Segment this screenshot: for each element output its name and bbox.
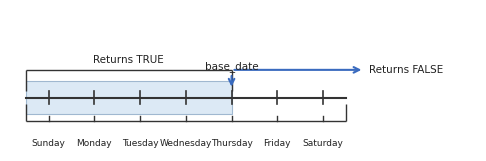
Text: Tuesday: Tuesday [122,139,158,148]
Text: Monday: Monday [76,139,112,148]
Text: Wednesday: Wednesday [159,139,212,148]
Text: base_date: base_date [205,61,259,71]
Text: Friday: Friday [263,139,291,148]
Text: Returns FALSE: Returns FALSE [369,65,443,75]
Text: Saturday: Saturday [303,139,344,148]
Text: Thursday: Thursday [210,139,253,148]
Bar [26,81,231,114]
Text: Sunday: Sunday [32,139,66,148]
Text: Returns TRUE: Returns TRUE [93,55,164,65]
